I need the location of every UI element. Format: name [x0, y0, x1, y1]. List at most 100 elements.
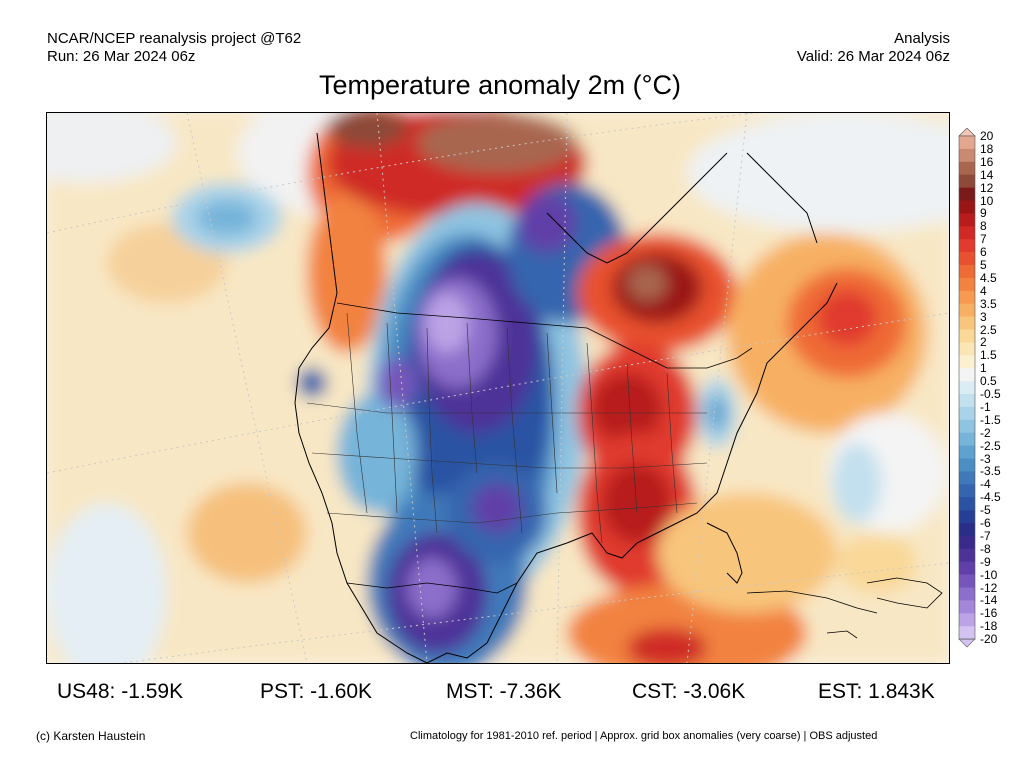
colorbar-tick-label: -12: [980, 580, 998, 595]
colorbar-bottom-arrow: [958, 638, 976, 648]
colorbar-tick-label: -16: [980, 606, 998, 621]
colorbar-swatch: [959, 316, 975, 330]
colorbar-swatch: [959, 484, 975, 498]
coastlines: [294, 132, 838, 663]
colorbar-tick-label: 20: [980, 129, 994, 143]
colorbar-swatch: [959, 626, 975, 640]
colorbar-tick-label: 6: [980, 245, 987, 260]
colorbar-tick-label: -0.5: [980, 387, 1001, 401]
country-borders: [336, 302, 753, 594]
colorbar-tick-label: -4.5: [980, 490, 1001, 505]
run-time-label: Run: 26 Mar 2024 06z: [47, 48, 196, 65]
colorbar-swatch: [959, 213, 975, 227]
colorbar-swatch: [959, 523, 975, 537]
colorbar-tick-label: -10: [980, 567, 998, 582]
colorbar-tick-label: 14: [980, 167, 994, 182]
colorbar-swatch: [959, 303, 975, 317]
colorbar-tick-label: -18: [980, 619, 998, 634]
colorbar-tick-label: 2.5: [980, 322, 997, 337]
colorbar-swatch: [959, 342, 975, 356]
colorbar-tick-label: -1.5: [980, 412, 1001, 427]
colorbar-outline: [958, 135, 976, 640]
colorbar-tick-label: -3.5: [980, 464, 1001, 479]
colorbar-swatch: [959, 187, 975, 201]
stat-us48: US48: -1.59K: [57, 680, 184, 703]
colorbar-tick-label: 8: [980, 219, 987, 234]
colorbar-tick-label: 9: [980, 206, 987, 221]
colorbar-tick-label: 1: [980, 361, 987, 376]
anomaly-map-canvas: [47, 113, 949, 663]
colorbar-swatch: [959, 445, 975, 459]
colorbar-swatch: [959, 161, 975, 175]
colorbar-swatch: [959, 510, 975, 524]
colorbar-swatch: [959, 561, 975, 575]
colorbar-swatch: [959, 239, 975, 253]
colorbar-swatch: [959, 226, 975, 240]
colorbar-swatch: [959, 329, 975, 343]
stat-pst: PST: -1.60K: [260, 680, 373, 703]
colorbar-tick-label: 18: [980, 141, 994, 156]
anomaly-map: [46, 112, 950, 664]
colorbar-tick-label: 1.5: [980, 348, 997, 363]
colorbar-tick-label: 4.5: [980, 270, 997, 285]
colorbar-swatch: [959, 265, 975, 279]
colorbar-tick-label: 3.5: [980, 296, 997, 311]
caribbean-islands: [746, 577, 943, 639]
colorbar-tick-label: -2.5: [980, 438, 1001, 453]
colorbar-swatch: [959, 368, 975, 382]
header-right: Analysis Valid: 26 Mar 2024 06z: [797, 30, 950, 66]
colorbar-tick-label: -8: [980, 541, 991, 556]
map-title: Temperature anomaly 2m (°C): [319, 70, 681, 100]
colorbar-tick-label: 2: [980, 335, 987, 350]
colorbar-tick-label: -4: [980, 477, 991, 492]
valid-time-label: Valid: 26 Mar 2024 06z: [796, 48, 950, 65]
analysis-label: Analysis: [894, 30, 950, 47]
colorbar-swatch: [959, 497, 975, 511]
colorbar-swatch: [959, 200, 975, 214]
colorbar-swatch: [959, 277, 975, 292]
header-left: NCAR/NCEP reanalysis project @T62 Run: 2…: [47, 30, 301, 66]
colorbar-tick-label: -3: [980, 451, 991, 466]
colorbar-tick-label: 7: [980, 232, 987, 247]
colorbar-tick-label: -1: [980, 399, 991, 414]
anomaly-field: [47, 113, 949, 663]
graticule: [47, 113, 949, 663]
colorbar-swatch: [959, 406, 975, 421]
colorbar-tick-label: 4: [980, 283, 987, 298]
colorbar-tick-label: -20: [980, 632, 998, 647]
colorbar-swatch: [959, 432, 975, 446]
colorbar-swatch: [959, 535, 975, 550]
stat-est: EST: 1.843K: [818, 680, 935, 703]
colorbar-swatch: [959, 355, 975, 369]
state-borders: [306, 312, 708, 544]
colorbar-tick-label: -14: [980, 593, 998, 608]
regional-stats: US48: -1.59K PST: -1.60K MST: -7.36K CST…: [0, 678, 1024, 706]
colorbar-tick-label: 3: [980, 309, 987, 324]
colorbar-tick-label: 5: [980, 258, 987, 272]
colorbar-tick-label: -2: [980, 425, 991, 440]
stat-mst: MST: -7.36K: [446, 680, 562, 703]
footnote-text: Climatology for 1981-2010 ref. period | …: [410, 730, 878, 742]
colorbar-swatch: [959, 587, 975, 601]
colorbar-swatch: [959, 174, 975, 188]
copyright-text: (c) Karsten Haustein: [36, 729, 146, 743]
colorbar-tick-label: 12: [980, 180, 994, 195]
colorbar-tick-label: 0.5: [980, 374, 997, 389]
colorbar-swatch: [959, 252, 975, 266]
colorbar-swatch: [959, 136, 975, 150]
colorbar-top-arrow: [958, 128, 976, 137]
colorbar-tick-label: -6: [980, 516, 991, 530]
colorbar-tick-label: 10: [980, 193, 994, 208]
colorbar-swatch: [959, 548, 975, 562]
colorbar-swatches: [958, 128, 976, 648]
dataset-label: NCAR/NCEP reanalysis project @T62: [47, 30, 302, 47]
colorbar-swatch: [959, 290, 975, 304]
colorbar-swatch: [959, 574, 975, 588]
colorbar-tick-label: -9: [980, 554, 991, 569]
colorbar-swatch: [959, 600, 975, 614]
colorbar-swatch: [959, 381, 975, 395]
colorbar-swatch: [959, 613, 975, 627]
stat-cst: CST: -3.06K: [632, 680, 746, 703]
colorbar-swatch: [959, 394, 975, 408]
colorbar-tick-label: -7: [980, 528, 991, 543]
